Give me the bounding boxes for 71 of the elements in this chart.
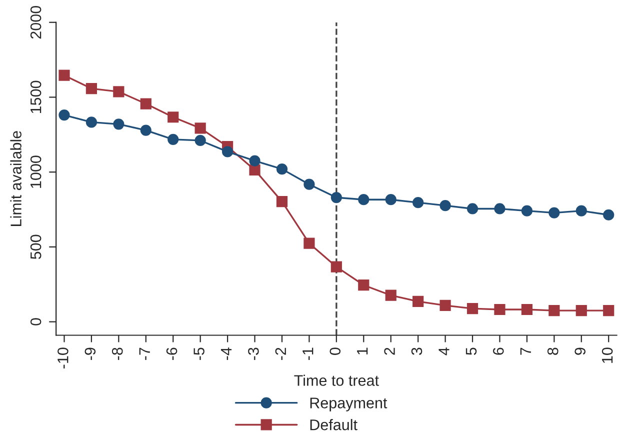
- x-tick-label: 8: [547, 348, 558, 355]
- x-tick-label: -3: [248, 348, 259, 360]
- legend-label: Repayment: [310, 398, 388, 412]
- point: [140, 98, 152, 110]
- point: [86, 82, 98, 94]
- point: [58, 70, 70, 81]
- point: [548, 304, 560, 316]
- point: [385, 290, 396, 301]
- point: [194, 134, 206, 146]
- point: [466, 303, 478, 314]
- x-tick-label: 1: [357, 348, 368, 354]
- point: [576, 205, 587, 216]
- x-tick-label: -4: [220, 348, 232, 360]
- point: [113, 86, 124, 98]
- y-tick-label: 500: [30, 234, 42, 260]
- point: [440, 200, 451, 212]
- point: [113, 118, 124, 130]
- point: [276, 196, 288, 208]
- x-tick-label: -8: [112, 348, 123, 360]
- point: [603, 209, 614, 220]
- point: [330, 261, 342, 272]
- point: [194, 122, 206, 134]
- x-tick-label: -1: [302, 348, 314, 360]
- point: [576, 304, 587, 316]
- point: [168, 134, 179, 145]
- y-tick-label: 0: [30, 318, 42, 326]
- point: [440, 300, 451, 312]
- point: [385, 194, 396, 206]
- point: [304, 238, 315, 249]
- x-tick-label: -9: [84, 348, 96, 360]
- point: [603, 304, 614, 316]
- point: [86, 116, 98, 128]
- x-axis-title: Time to treat: [294, 374, 379, 386]
- x-tick-label: 2: [384, 348, 395, 355]
- x-tick-label: 9: [574, 348, 586, 355]
- point: [494, 304, 506, 316]
- point: [548, 207, 560, 218]
- point: [521, 304, 533, 316]
- point: [358, 194, 370, 206]
- point: [330, 192, 342, 204]
- x-tick-label: -5: [194, 348, 204, 360]
- x-tick-label: -7: [139, 348, 150, 360]
- y-axis-title: Limit available: [10, 131, 22, 226]
- point: [222, 146, 234, 158]
- x-tick-label: 10: [602, 348, 613, 363]
- x-tick-label: 0: [330, 348, 341, 355]
- x-tick-label: -6: [166, 348, 178, 360]
- point: [168, 112, 179, 123]
- point: [304, 178, 315, 190]
- x-tick-label: 7: [520, 348, 531, 355]
- point: [521, 205, 533, 216]
- point: [276, 164, 288, 175]
- x-tick-label: -10: [58, 348, 68, 368]
- y-tick-label: 2000: [30, 6, 42, 39]
- point: [466, 203, 478, 214]
- point: [358, 280, 370, 291]
- y-tick-label: 1500: [30, 80, 42, 114]
- point: [412, 296, 424, 307]
- y-tick-label: 1000: [30, 156, 42, 188]
- point: [412, 197, 424, 208]
- legend-label: Default: [310, 419, 358, 430]
- point: [58, 109, 70, 121]
- point: [249, 164, 260, 176]
- x-tick-label: 6: [493, 348, 504, 355]
- point: [494, 203, 506, 214]
- point: [249, 155, 260, 166]
- x-tick-label: 4: [438, 348, 450, 356]
- x-tick-label: 3: [411, 348, 422, 355]
- x-tick-label: 5: [466, 348, 477, 355]
- x-tick-label: -2: [275, 348, 286, 360]
- point: [140, 124, 152, 136]
